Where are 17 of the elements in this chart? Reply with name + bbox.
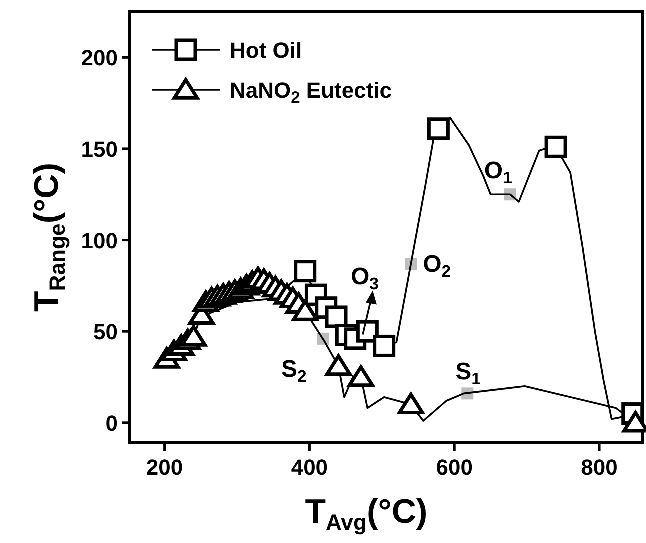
legend-label: NaNO$_{2}$ Eutectic	[230, 78, 392, 108]
y-tick-label: 150	[81, 136, 118, 162]
x-tick-label: 200	[146, 455, 184, 480]
x-axis-title: T$_{Avg}$(°C)	[305, 493, 428, 535]
legend-label: Hot Oil	[230, 38, 302, 63]
y-tick-label: 50	[94, 320, 118, 345]
annotation: S$_{2}$	[281, 356, 307, 386]
y-tick-label: 200	[81, 46, 118, 71]
x-tick-label: 600	[436, 455, 473, 480]
x-tick-label: 800	[581, 455, 618, 480]
x-tick-label: 400	[291, 455, 328, 480]
y-tick-label: 100	[81, 228, 118, 254]
y-tick-label: 0	[106, 410, 118, 436]
annotation: S$_{1}$	[456, 358, 482, 389]
annotation: O$_{3}$	[350, 264, 379, 294]
annotation: O$_{2}$	[423, 251, 452, 282]
annotation: O$_{1}$	[484, 158, 512, 188]
